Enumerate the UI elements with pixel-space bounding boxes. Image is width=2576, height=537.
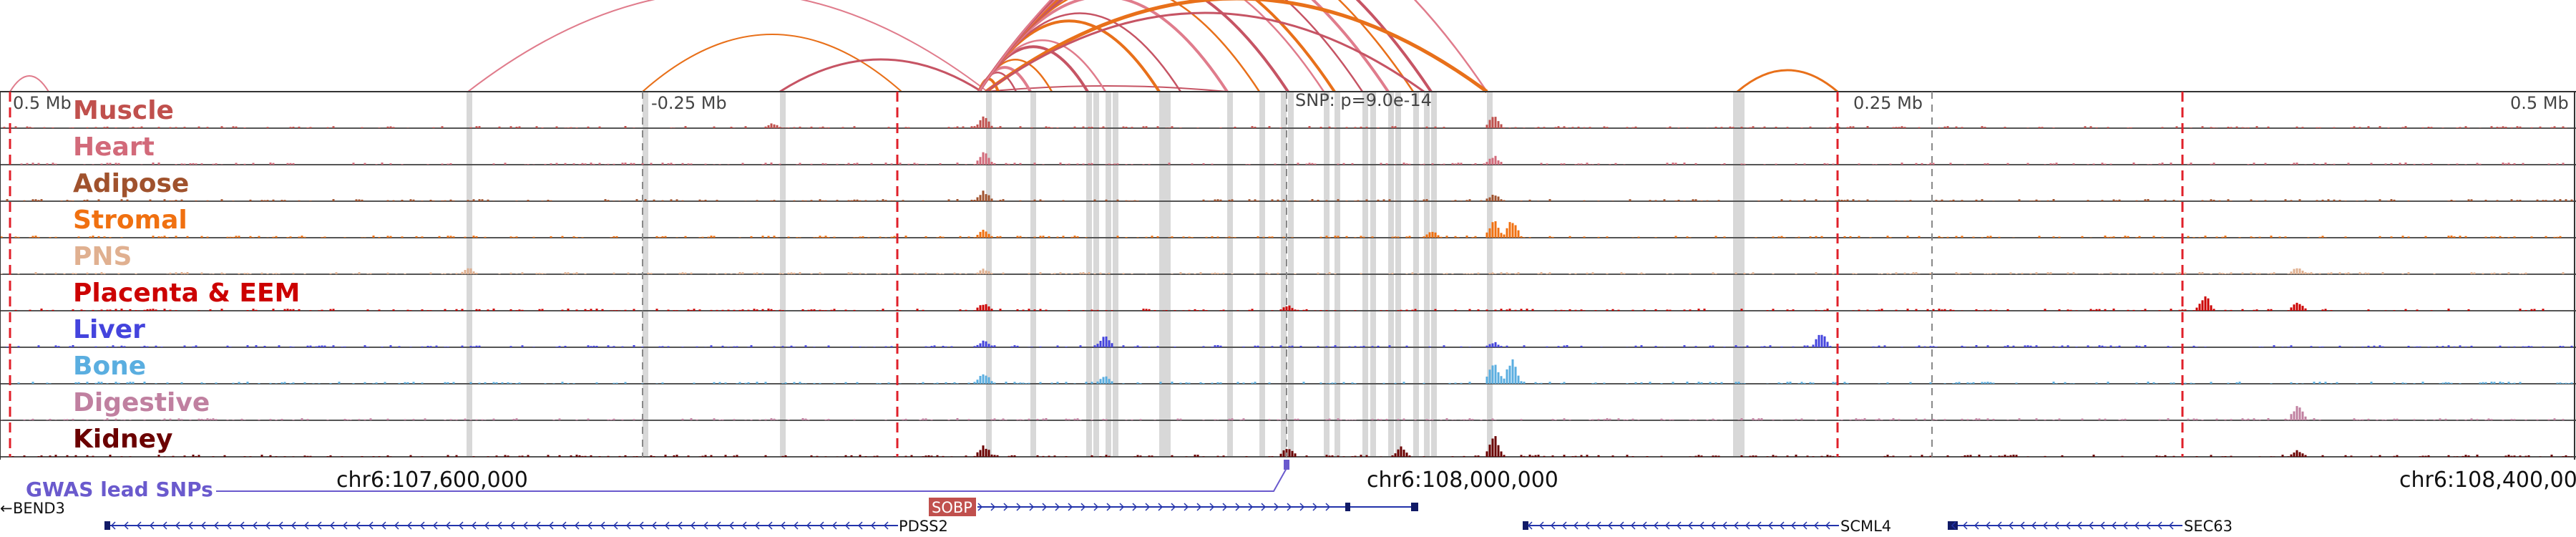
- gene-label-scml4: SCML4: [1840, 518, 1891, 535]
- track-label-placenta-eem: Placenta & EEM: [73, 279, 300, 308]
- track-adipose: [0, 190, 2576, 202]
- track-label-liver: Liver: [73, 315, 145, 344]
- scale-left-mid-label: -0.25 Mb: [651, 93, 727, 113]
- track-heart: [0, 152, 2576, 165]
- gene-label-bend3: BEND3: [13, 500, 65, 517]
- track-label-stromal: Stromal: [73, 205, 187, 235]
- chromatin-loop-arcs: [9, 0, 1838, 94]
- scale-left-label: 0.5 Mb: [13, 93, 72, 113]
- signal-bars: [0, 406, 2565, 420]
- track-frame: [0, 91, 2576, 460]
- gwas-label: GWAS lead SNPs: [26, 478, 213, 501]
- gene-label-sobp: SOBP: [932, 499, 972, 516]
- track-digestive: [0, 406, 2576, 421]
- scale-right-label: 0.5 Mb: [2510, 93, 2569, 113]
- signal-bars: [17, 359, 2573, 384]
- loop-arc: [977, 0, 1433, 93]
- loop-arc: [1737, 69, 1838, 93]
- boundary-lines: [9, 92, 2184, 457]
- loop-arc: [985, 11, 1425, 93]
- track-label-heart: Heart: [73, 132, 155, 162]
- svg-text:←: ←: [0, 500, 13, 517]
- gene-highlight-sobp: [929, 498, 976, 516]
- loop-arc: [9, 75, 49, 92]
- signal-tracks: [0, 116, 2576, 458]
- track-label-pns: PNS: [73, 242, 132, 271]
- signal-bars: [14, 296, 2545, 311]
- gwas-snp-marker: [1284, 460, 1289, 470]
- gene-sobp: SOBP: [929, 498, 1418, 516]
- track-muscle: [0, 116, 2576, 129]
- signal-bars: [0, 268, 2565, 274]
- coordinate-axis: chr6:107,600,000 chr6:108,000,000 chr6:1…: [336, 468, 2576, 493]
- track-label-adipose: Adipose: [73, 169, 189, 198]
- track-label-kidney: Kidney: [73, 425, 173, 454]
- track-bone: [0, 359, 2576, 384]
- signal-bars: [0, 221, 2562, 238]
- signal-bars: [6, 334, 2573, 347]
- gwas-connector-line: [216, 468, 1287, 492]
- gene-track: ← BEND3 SOBP PDSS2 SCML4 SEC63: [0, 498, 2233, 535]
- track-stromal: [0, 221, 2576, 238]
- gene-pdss2: PDSS2: [104, 518, 948, 535]
- signal-bars: [20, 152, 2565, 165]
- gene-bend3: ← BEND3: [0, 500, 65, 517]
- loop-arc: [985, 0, 1488, 94]
- gene-scml4: SCML4: [1523, 518, 1891, 535]
- track-liver: [0, 334, 2576, 348]
- track-label-muscle: Muscle: [73, 96, 174, 125]
- scale-bar: 0.5 Mb -0.25 Mb SNP: p=9.0e-14 0.25 Mb 0…: [13, 90, 2569, 113]
- signal-bars: [6, 190, 2573, 201]
- loop-arc: [642, 34, 902, 92]
- coord-left: chr6:107,600,000: [336, 468, 528, 493]
- coord-center: chr6:108,000,000: [1367, 468, 1558, 493]
- track-labels: Muscle Heart Adipose Stromal PNS Placent…: [73, 96, 300, 454]
- track-placenta-eem: [0, 296, 2576, 311]
- gene-label-sec63: SEC63: [2184, 518, 2233, 535]
- scale-right-mid-label: 0.25 Mb: [1853, 93, 1923, 113]
- coord-right: chr6:108,400,00: [2399, 468, 2576, 493]
- gene-label-pdss2: PDSS2: [899, 518, 948, 535]
- loop-arc: [779, 58, 982, 93]
- track-label-digestive: Digestive: [73, 388, 210, 417]
- loop-arc: [467, 0, 988, 92]
- loop-arc: [985, 85, 1228, 92]
- track-label-bone: Bone: [73, 352, 146, 381]
- snp-pvalue-label: SNP: p=9.0e-14: [1295, 90, 1432, 110]
- gwas-track: GWAS lead SNPs: [26, 460, 1289, 501]
- track-pns: [0, 268, 2576, 275]
- track-kidney: [0, 436, 2576, 458]
- signal-bars: [3, 116, 2567, 128]
